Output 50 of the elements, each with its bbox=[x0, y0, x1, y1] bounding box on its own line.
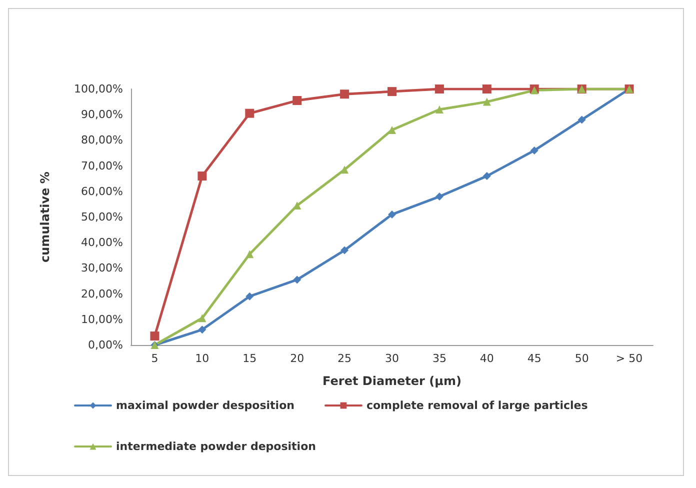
point bbox=[293, 276, 302, 284]
point bbox=[292, 96, 302, 106]
y-tick-label: 100,00% bbox=[74, 82, 123, 96]
point bbox=[246, 292, 254, 300]
point bbox=[340, 246, 349, 254]
x-tick-label: 45 bbox=[527, 352, 542, 365]
point bbox=[434, 84, 444, 94]
y-tick-label: 90,00% bbox=[81, 108, 123, 122]
point bbox=[340, 166, 349, 174]
y-axis-title: cumulative % bbox=[38, 172, 52, 262]
y-tick-label: 60,00% bbox=[81, 184, 123, 198]
point bbox=[578, 116, 586, 124]
y-tick-label: 70,00% bbox=[81, 159, 123, 172]
point bbox=[482, 84, 492, 94]
point bbox=[435, 105, 444, 114]
point bbox=[245, 108, 254, 118]
point bbox=[198, 172, 207, 181]
x-tick-label: 15 bbox=[242, 352, 257, 365]
x-tick-label: 10 bbox=[195, 352, 210, 365]
y-tick-label: 40,00% bbox=[81, 236, 123, 250]
point bbox=[388, 87, 396, 96]
x-axis-title: Feret Diameter (µm) bbox=[322, 374, 462, 388]
point bbox=[198, 326, 206, 334]
point bbox=[482, 172, 491, 180]
point bbox=[246, 250, 254, 258]
point bbox=[482, 98, 491, 106]
y-tick-label: 0,00% bbox=[88, 338, 123, 352]
y-tick-label: 20,00% bbox=[81, 287, 123, 300]
x-tick-label: 40 bbox=[480, 352, 494, 365]
point bbox=[435, 192, 444, 201]
y-tick-label: 80,00% bbox=[81, 134, 123, 147]
x-tick-label: 20 bbox=[290, 352, 304, 365]
legend-label: intermediate powder deposition bbox=[116, 440, 316, 453]
legend-label: maximal powder desposition bbox=[116, 399, 294, 412]
point bbox=[388, 210, 396, 218]
x-tick-label: 25 bbox=[338, 352, 352, 365]
point bbox=[388, 126, 396, 134]
x-tick-label: 35 bbox=[432, 352, 446, 365]
point bbox=[198, 314, 206, 322]
point bbox=[340, 90, 350, 99]
y-tick-label: 30,00% bbox=[81, 262, 123, 275]
point bbox=[150, 332, 160, 341]
x-tick-label: > 50 bbox=[616, 352, 643, 365]
x-tick-label: 5 bbox=[151, 352, 158, 365]
point bbox=[530, 146, 538, 154]
x-tick-label: 30 bbox=[385, 352, 399, 365]
y-tick-label: 50,00% bbox=[81, 210, 123, 224]
x-tick-label: 50 bbox=[574, 352, 589, 365]
legend-label: complete removal of large particles bbox=[366, 399, 588, 412]
y-tick-label: 10,00% bbox=[81, 312, 123, 326]
